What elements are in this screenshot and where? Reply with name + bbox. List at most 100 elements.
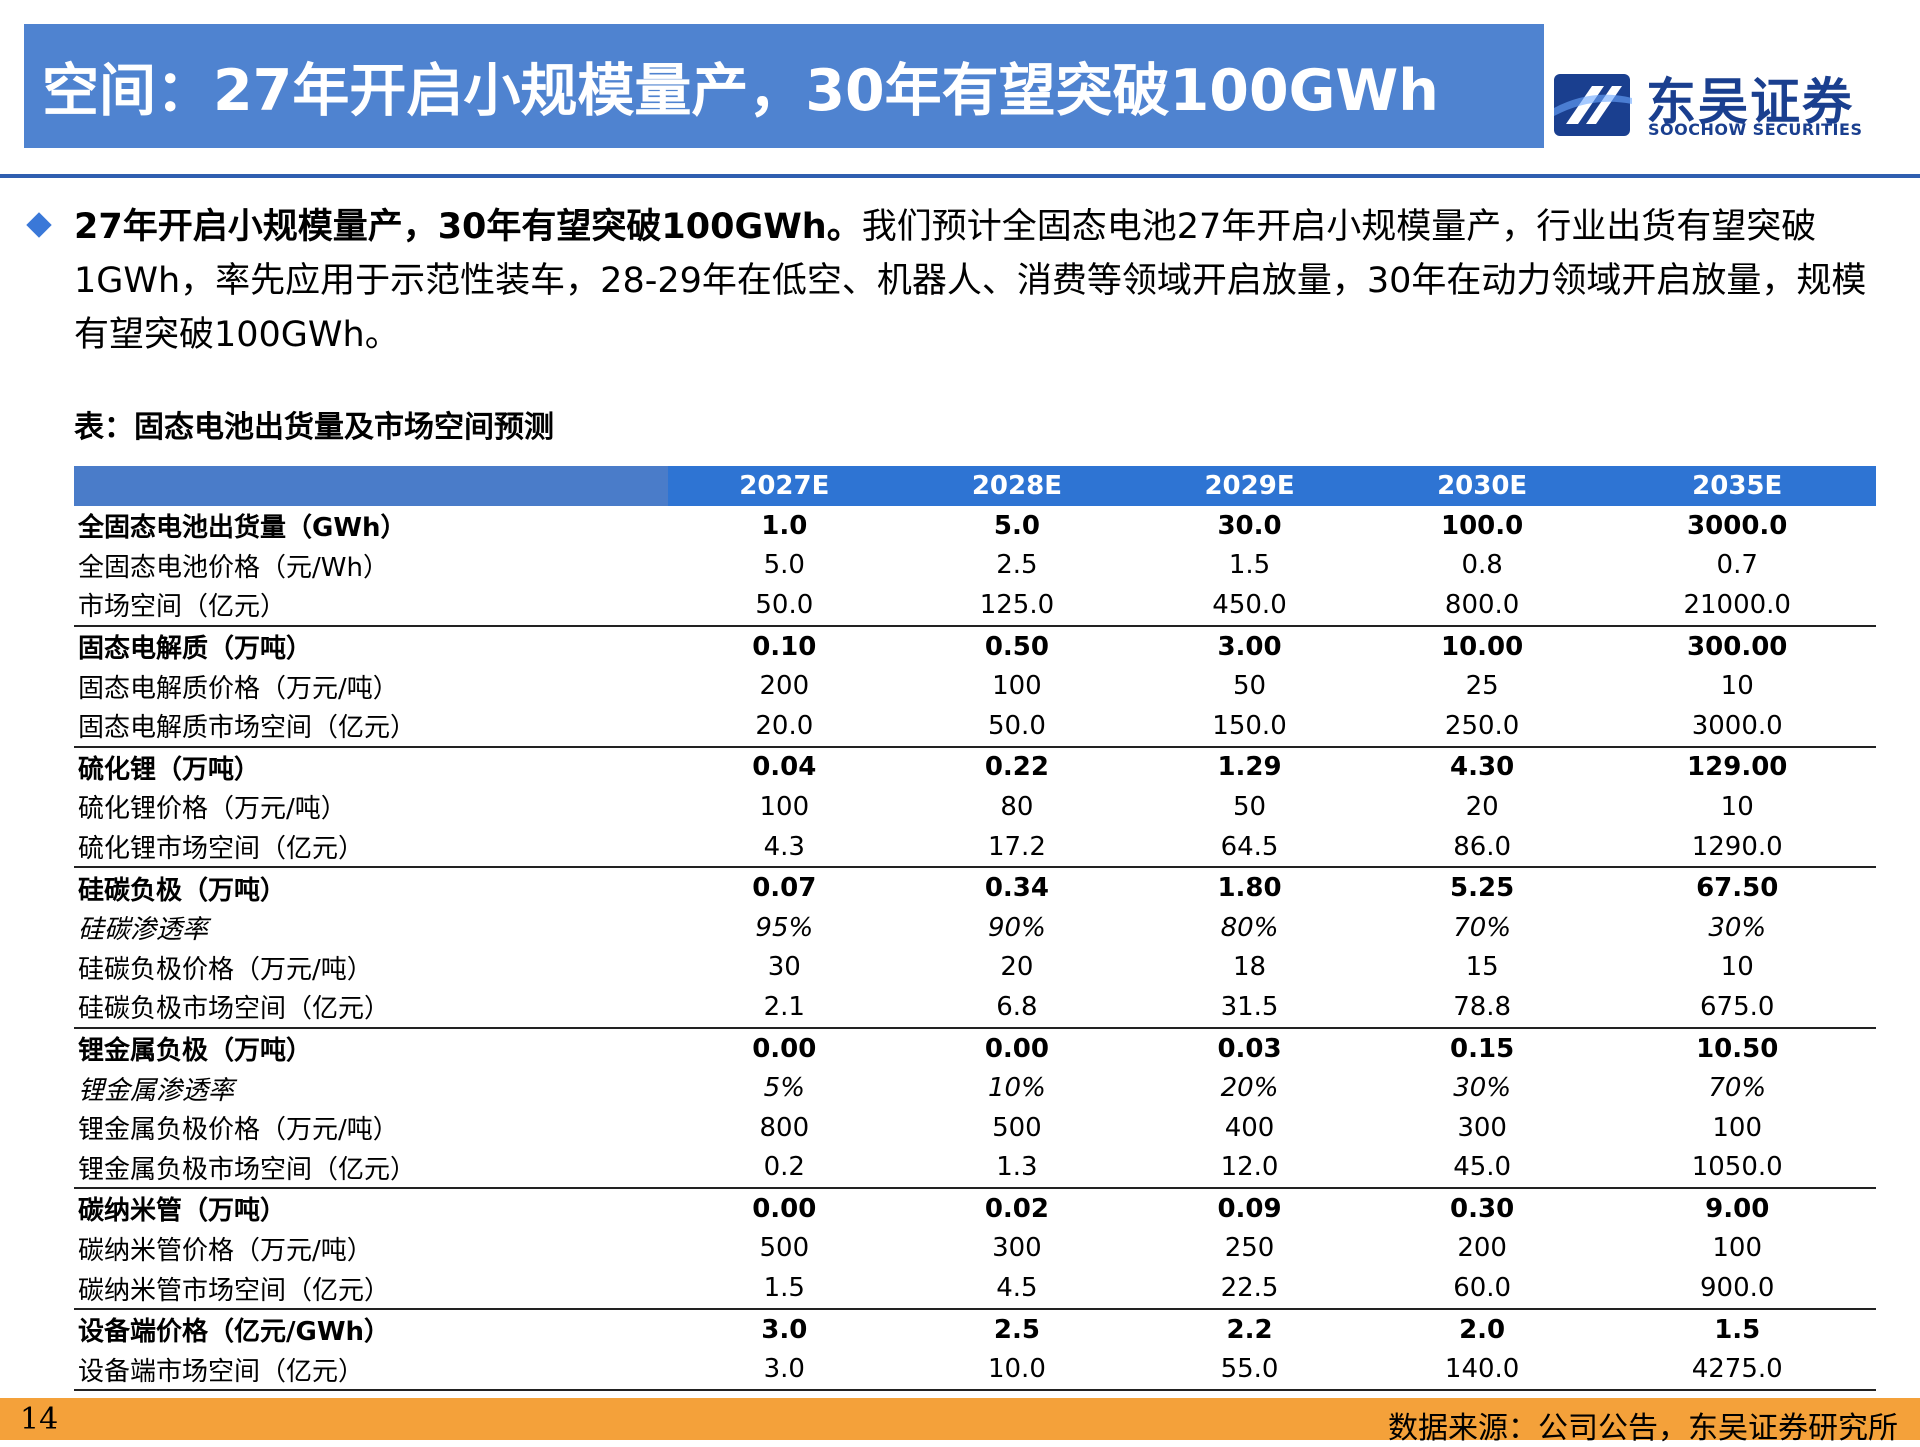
- table-cell: 100: [992, 671, 1042, 702]
- table-cell: 1050.0: [1598, 1147, 1876, 1190]
- table-cell: 5.0: [763, 550, 805, 581]
- table-header-row: 2027E 2028E 2029E 2030E 2035E: [74, 466, 1876, 506]
- table-row: 硫化锂（万吨） 0.04 0.22 1.29 4.30 129.00: [74, 747, 1876, 788]
- table-cell: 0.10: [752, 631, 817, 662]
- table-cell: 30%: [1453, 1073, 1512, 1104]
- table-cell: 10: [1720, 952, 1754, 983]
- summary-bold: 27年开启小规模量产，30年有望突破100GWh。: [74, 207, 862, 247]
- row-label: 锂金属负极（万吨）: [78, 1036, 313, 1067]
- table-cell: 0.09: [1217, 1193, 1282, 1224]
- summary-body: 我们预计全固态电池27年开启小规模量产，行业出货有望突破1GWh，率先应用于示范…: [74, 207, 1867, 355]
- row-label: 设备端市场空间（亿元）: [74, 1349, 668, 1392]
- table-cell: 0.15: [1450, 1033, 1515, 1064]
- table-row: 碳纳米管市场空间（亿元） 1.5 4.5 22.5 60.0 900.0: [74, 1268, 1876, 1310]
- table-cell: 60.0: [1365, 1268, 1599, 1310]
- table-cell: 3000.0: [1687, 510, 1788, 541]
- table-cell: 50: [1232, 791, 1267, 822]
- table-cell: 0.22: [984, 752, 1049, 783]
- table-cell: 300.00: [1687, 631, 1788, 662]
- table-cell: 30%: [1708, 912, 1767, 943]
- table-cell: 500: [759, 1233, 810, 1264]
- row-label: 锂金属负极价格（万元/吨）: [78, 1115, 399, 1146]
- footer-bar: [0, 1398, 1920, 1440]
- table-cell: 129.00: [1687, 752, 1788, 783]
- table-cell: 125.0: [900, 585, 1134, 627]
- row-label: 硫化锂市场空间（亿元）: [74, 826, 668, 869]
- table-cell: 200: [759, 671, 810, 702]
- table-cell: 55.0: [1133, 1349, 1366, 1392]
- header-blank: [74, 466, 668, 506]
- table-cell: 250: [1224, 1233, 1275, 1264]
- table-row: 硅碳负极市场空间（亿元） 2.1 6.8 31.5 78.8 675.0: [74, 987, 1876, 1029]
- table-cell: 800: [759, 1112, 810, 1143]
- row-label: 硫化锂价格（万元/吨）: [78, 794, 347, 825]
- table-cell: 2.5: [993, 1314, 1040, 1345]
- table-cell: 30: [767, 952, 801, 983]
- page-title: 空间：27年开启小规模量产，30年有望突破100GWh: [24, 24, 1544, 148]
- table-cell: 100.0: [1441, 510, 1524, 541]
- table-cell: 70%: [1708, 1073, 1767, 1104]
- table-cell: 80%: [1220, 912, 1279, 943]
- table-cell: 3.0: [668, 1349, 901, 1392]
- table-cell: 800.0: [1365, 585, 1599, 627]
- row-label: 固态电解质市场空间（亿元）: [74, 705, 668, 748]
- table-row: 全固态电池价格（元/Wh） 5.0 2.5 1.5 0.8 0.7: [74, 546, 1876, 586]
- table-cell: 300: [992, 1233, 1042, 1264]
- table-cell: 150.0: [1133, 705, 1366, 748]
- table-cell: 1.3: [900, 1147, 1134, 1190]
- table-cell: 50: [1232, 671, 1267, 702]
- table-cell: 0.30: [1450, 1193, 1515, 1224]
- table-cell: 5.0: [993, 510, 1040, 541]
- table-row: 市场空间（亿元） 50.0 125.0 450.0 800.0 21000.0: [74, 585, 1876, 627]
- table-cell: 10.50: [1696, 1033, 1779, 1064]
- company-logo: 东吴证券 SOOCHOW SECURITIES: [1552, 62, 1912, 148]
- table-cell: 6.8: [900, 987, 1134, 1029]
- table-cell: 0.8: [1461, 550, 1503, 581]
- table-cell: 10%: [988, 1073, 1046, 1104]
- row-label: 全固态电池出货量（GWh）: [78, 513, 407, 544]
- table-row: 碳纳米管（万吨） 0.00 0.02 0.09 0.30 9.00: [74, 1188, 1876, 1229]
- table-cell: 5.25: [1450, 873, 1515, 904]
- row-label: 碳纳米管价格（万元/吨）: [78, 1235, 373, 1266]
- table-cell: 300: [1457, 1112, 1507, 1143]
- table-cell: 4275.0: [1598, 1349, 1876, 1392]
- table-cell: 95%: [755, 912, 814, 943]
- logo-text-en: SOOCHOW SECURITIES: [1648, 120, 1863, 139]
- table-cell: 0.00: [752, 1033, 817, 1064]
- table-cell: 10.0: [900, 1349, 1134, 1392]
- row-label: 锂金属渗透率: [78, 1075, 235, 1106]
- table-row: 固态电解质（万吨） 0.10 0.50 3.00 10.00 300.00: [74, 626, 1876, 667]
- header-divider: [0, 174, 1920, 178]
- table-cell: 0.7: [1716, 550, 1758, 581]
- table-cell: 31.5: [1133, 987, 1366, 1029]
- table-cell: 2.5: [996, 550, 1038, 581]
- row-label: 硅碳负极市场空间（亿元）: [74, 987, 668, 1029]
- table-cell: 0.34: [984, 873, 1049, 904]
- table-cell: 70%: [1453, 912, 1512, 943]
- soochow-logo-icon: [1554, 74, 1632, 136]
- table-row: 全固态电池出货量（GWh） 1.0 5.0 30.0 100.0 3000.0: [74, 506, 1876, 546]
- row-label: 固态电解质价格（万元/吨）: [78, 673, 399, 704]
- table-cell: 900.0: [1598, 1268, 1876, 1310]
- table-cell: 78.8: [1365, 987, 1599, 1029]
- table-cell: 0.07: [752, 873, 817, 904]
- table-cell: 0.00: [984, 1033, 1049, 1064]
- table-cell: 10.00: [1441, 631, 1524, 662]
- table-row: 固态电解质价格（万元/吨） 200 100 50 25 10: [74, 666, 1876, 706]
- table-cell: 22.5: [1133, 1268, 1366, 1310]
- table-cell: 30.0: [1217, 510, 1282, 541]
- table-cell: 15: [1465, 952, 1499, 983]
- table-cell: 1.5: [1228, 550, 1271, 581]
- table-cell: 45.0: [1365, 1147, 1599, 1190]
- diamond-bullet-icon: [26, 212, 52, 238]
- table-row: 碳纳米管价格（万元/吨） 500 300 250 200 100: [74, 1229, 1876, 1269]
- summary-bullet: 27年开启小规模量产，30年有望突破100GWh。我们预计全固态电池27年开启小…: [22, 200, 1892, 362]
- table-cell: 21000.0: [1598, 585, 1876, 627]
- table-cell: 200: [1457, 1233, 1507, 1264]
- table-cell: 450.0: [1133, 585, 1366, 627]
- table-cell: 0.50: [984, 631, 1049, 662]
- table-row: 硅碳渗透率 95% 90% 80% 70% 30%: [74, 908, 1876, 948]
- forecast-table: 2027E 2028E 2029E 2030E 2035E 全固态电池出货量（G…: [74, 466, 1876, 1392]
- table-row: 设备端市场空间（亿元） 3.0 10.0 55.0 140.0 4275.0: [74, 1349, 1876, 1392]
- table-cell: 20: [1465, 791, 1499, 822]
